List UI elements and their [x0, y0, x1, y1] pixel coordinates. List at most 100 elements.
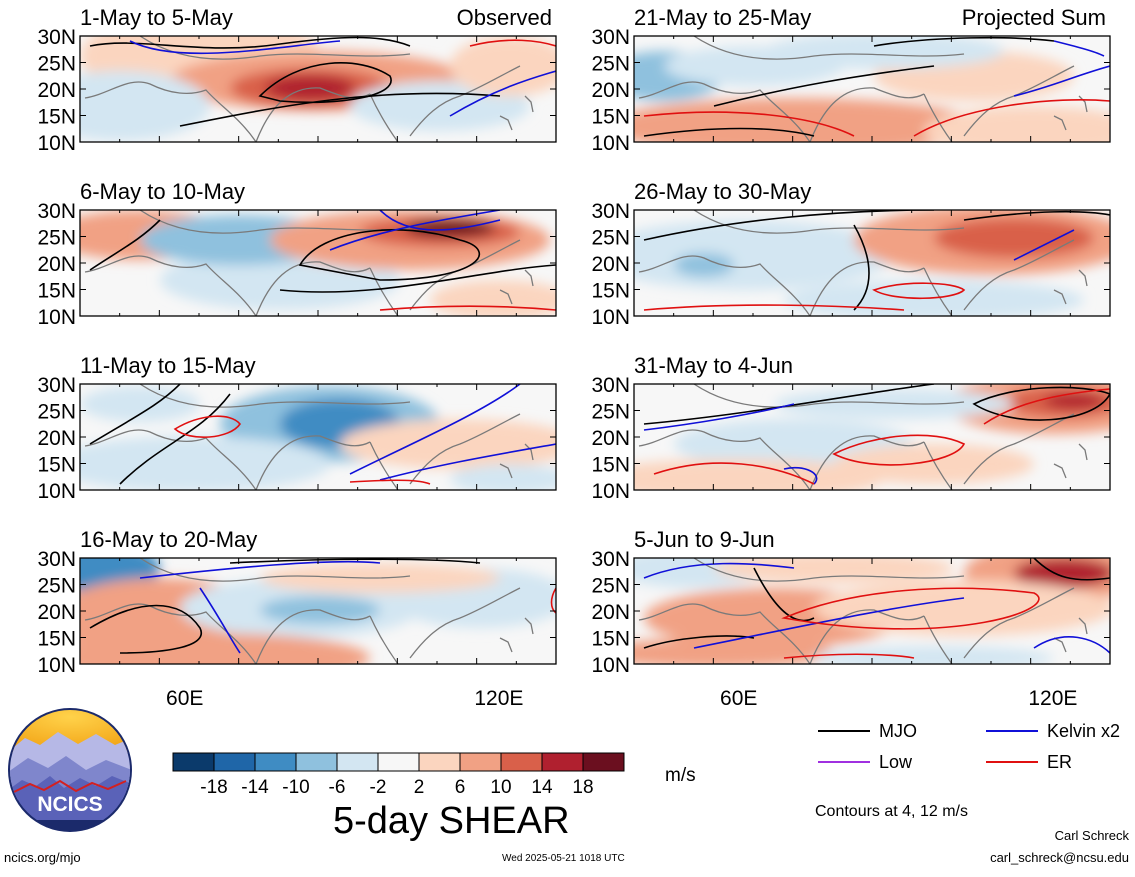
coastline-bay-of-bengal: [255, 435, 371, 490]
logo-text: NCICS: [37, 793, 102, 816]
latitude-label: 30N: [37, 200, 76, 223]
country-border: [139, 210, 411, 234]
shear-field: [80, 210, 556, 316]
latitude-label: 20N: [591, 601, 630, 624]
panel-ticks: [79, 209, 557, 317]
contour-line: [349, 384, 521, 475]
coastline-arabia-india: [84, 255, 257, 316]
contour-line: [199, 587, 241, 654]
latitude-label: 30N: [37, 548, 76, 571]
map-panel: 30N 25N 20N 15N 10N 5-Jun to 9-Jun: [591, 527, 1111, 677]
colorbar-swatch: [541, 752, 584, 772]
contour-line: [713, 65, 935, 107]
coastline-islands: [499, 443, 534, 479]
shading-blob: [430, 280, 556, 316]
contour-line: [469, 39, 556, 47]
latitude-label: 30N: [591, 374, 630, 397]
latitude-label: 15N: [37, 280, 76, 303]
legend-label: Kelvin x2: [1047, 721, 1120, 741]
panel-group-label: Observed: [457, 5, 552, 30]
contour-line: [139, 560, 381, 579]
contour-line: [179, 92, 501, 127]
legend-label: Low: [879, 752, 913, 772]
latitude-label: 30N: [591, 548, 630, 571]
colorbar: -18 -14 -10 -6 -2 2 6 10 14 18: [172, 752, 625, 798]
colorbar-tick-label: -14: [241, 777, 269, 798]
colorbar-tick-label: 18: [572, 777, 593, 798]
contour-line: [873, 36, 1055, 47]
panel-period-title: 1-May to 5-May: [80, 5, 233, 30]
contour-line: [643, 111, 855, 137]
contour-line: [379, 443, 556, 481]
coastline-southeast-asia: [923, 413, 1075, 490]
latitude-label: 30N: [37, 26, 76, 49]
shear-field: [80, 558, 556, 664]
longitude-label: 120E: [474, 687, 523, 710]
panel-ticks: [633, 209, 1111, 317]
map-panel: 30N 25N 20N 15N 10N 11-May to 15-May: [37, 353, 557, 503]
colorbar-tick-label: -18: [200, 777, 227, 798]
contour-line: [129, 40, 341, 55]
legend-label: MJO: [879, 721, 917, 741]
colorbar-swatch: [459, 752, 502, 772]
coastline: [638, 558, 1088, 664]
shear-field: [634, 384, 1110, 490]
panel-period-title: 26-May to 30-May: [634, 179, 811, 204]
contour-line: [1013, 65, 1110, 97]
coastline-bay-of-bengal: [809, 261, 925, 316]
panel-period-title: 31-May to 4-Jun: [634, 353, 793, 378]
contour-line: [643, 127, 815, 137]
latitude-label: 15N: [591, 280, 630, 303]
latitude-label: 10N: [37, 480, 76, 503]
colorbar-units: m/s: [665, 765, 696, 786]
contour-line: [279, 264, 556, 293]
shading-blob: [634, 98, 984, 142]
panel-period-title: 11-May to 15-May: [80, 353, 256, 378]
contour-line: [258, 62, 392, 104]
longitude-label: 60E: [166, 687, 203, 710]
map-panel: 30N 25N 20N 15N 10N 6-May to 10-May: [37, 179, 557, 329]
latitude-label: 25N: [591, 575, 630, 598]
latitude-label: 15N: [591, 454, 630, 477]
panel-ticks: [633, 35, 1111, 143]
shading-blobs: [634, 384, 1110, 490]
contour-line: [89, 384, 181, 445]
contour-line: [349, 479, 431, 485]
contour-line: [173, 415, 241, 439]
colorbar-swatch: [336, 752, 379, 772]
coastline-islands: [1053, 443, 1088, 479]
shear-field: [634, 210, 1110, 316]
contour-line: [643, 403, 795, 431]
colorbar-swatch: [418, 752, 461, 772]
latitude-label: 25N: [37, 401, 76, 424]
contour-line: [449, 70, 556, 117]
latitude-label: 15N: [591, 106, 630, 129]
coastline-islands: [499, 269, 534, 305]
latitude-label: 25N: [591, 227, 630, 250]
colorbar-tick-label: 2: [414, 777, 425, 798]
latitude-label: 30N: [591, 26, 630, 49]
contour-line: [783, 466, 818, 485]
longitude-label: 120E: [1028, 687, 1077, 710]
coastline-bay-of-bengal: [809, 87, 925, 142]
panel-ticks: [79, 35, 557, 143]
panels-layer: 30N 25N 20N 15N 10N 1-May to 5-May Observed 30N…: [37, 5, 1111, 677]
coastline-bay-of-bengal: [809, 609, 925, 664]
shear-field: [634, 36, 1110, 142]
map-panel: 30N 25N 20N 15N 10N 21-May to 25-May Projected…: [591, 5, 1111, 155]
site-url: ncics.org/mjo: [4, 850, 81, 865]
shading-blob: [80, 633, 370, 664]
latitude-label: 10N: [591, 132, 630, 155]
shading-blob: [924, 106, 1110, 142]
contour-line: [653, 462, 815, 485]
panel-period-title: 16-May to 20-May: [80, 527, 257, 552]
contour-line: [550, 587, 556, 614]
coastline-islands: [1053, 95, 1088, 131]
colorbar-swatch: [172, 752, 215, 772]
coastline-islands: [1053, 617, 1088, 653]
contour-line: [379, 305, 556, 311]
latitude-label: 15N: [591, 628, 630, 651]
coastline: [638, 36, 1088, 142]
shading-blob: [774, 389, 1014, 419]
